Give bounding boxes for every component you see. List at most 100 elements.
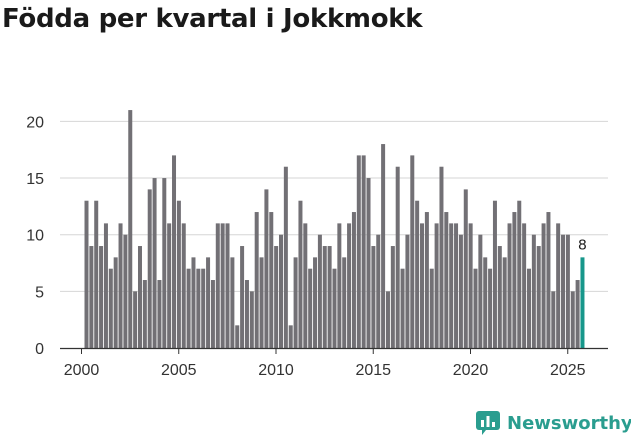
bar [303,223,308,348]
bar [405,234,410,348]
bar [415,200,420,348]
bar [546,212,551,348]
bar [483,257,488,348]
bar [580,257,585,348]
bar [342,257,347,348]
bar [317,234,322,348]
bar [488,268,493,348]
y-tick-label: 10 [26,228,44,245]
bar [220,223,225,348]
bar [94,200,99,348]
bar [240,246,245,348]
bar [570,291,575,348]
bar [351,212,356,348]
x-axis-tick-labels: 2000 2005 2010 2015 2020 2025 [64,362,586,379]
bar [288,325,293,348]
bar [463,189,468,348]
y-axis-tick-labels: 0 5 10 15 20 [26,114,44,358]
bar [322,246,327,348]
bar [269,212,274,348]
bar [497,246,502,348]
y-tick-label: 15 [26,171,44,188]
bar [531,234,536,348]
bar [108,268,113,348]
bar [137,246,142,348]
x-tick-label: 2000 [64,362,100,379]
bar [512,212,517,348]
bar [283,166,288,348]
bar [181,223,186,348]
bar [565,234,570,348]
bar [444,212,449,348]
bar [235,325,240,348]
bar [420,223,425,348]
bar [536,246,541,348]
bar [128,110,133,348]
data-labels: 8 [578,236,586,253]
bar [502,257,507,348]
x-axis [60,347,608,354]
bar [147,189,152,348]
bar [206,257,211,348]
bar [492,200,497,348]
bar [201,268,206,348]
bar [259,257,264,348]
bar [210,280,215,348]
bar [449,223,454,348]
bar [400,268,405,348]
bar [517,200,522,348]
x-tick-label: 2005 [161,362,197,379]
bar [225,223,230,348]
bar [439,166,444,348]
newsworthy-chart-icon [476,411,500,435]
bar [434,223,439,348]
bar [385,291,390,348]
bar [390,246,395,348]
x-tick-label: 2015 [355,362,391,379]
bar [84,200,89,348]
bar [361,155,366,348]
bar [356,155,361,348]
bar [142,280,147,348]
bar [172,155,177,348]
bar [167,223,172,348]
bar [507,223,512,348]
bar [308,268,313,348]
bar [196,268,201,348]
bar [298,200,303,348]
x-tick-label: 2025 [550,362,586,379]
bar [458,234,463,348]
bar [89,246,94,348]
bar [473,268,478,348]
bar [157,280,162,348]
chart-title: Födda per kvartal i Jokkmokk [2,4,423,34]
bar [561,234,566,348]
bar [279,234,283,348]
y-tick-label: 0 [35,341,44,358]
bar [366,178,371,348]
bar [337,223,342,348]
bar [254,212,259,348]
bar [162,178,167,348]
bar [186,268,191,348]
bar [313,257,318,348]
bar [264,189,269,348]
bar [556,223,561,348]
bar [429,268,434,348]
bar [551,291,556,348]
bar [541,223,546,348]
bar [381,144,386,348]
bar [274,246,279,348]
bar [249,291,254,348]
bar [244,280,249,348]
x-tick-label: 2010 [258,362,294,379]
bar [347,223,352,348]
bar [293,257,298,348]
bar [371,246,376,348]
bar [478,234,483,348]
y-tick-label: 5 [35,284,44,301]
bar [424,212,429,348]
data-label: 8 [578,236,586,253]
bar [133,291,138,348]
